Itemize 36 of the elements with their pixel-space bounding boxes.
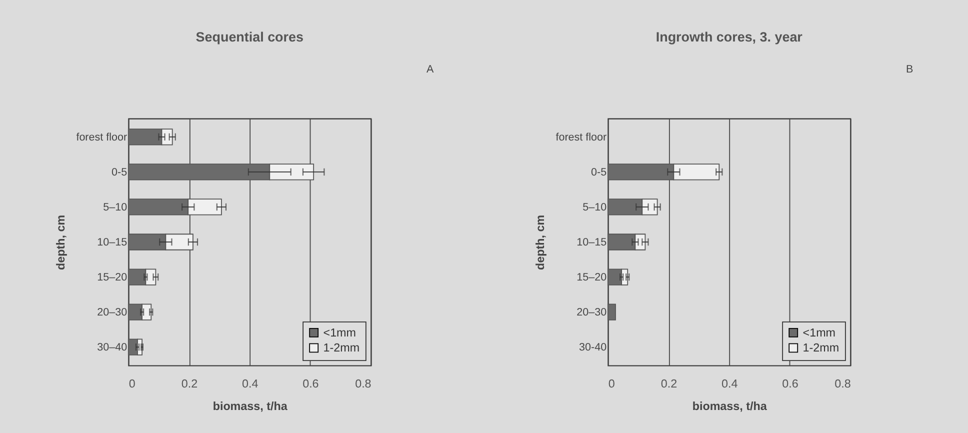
x-tick-label: 0.6 [782,377,798,390]
y-tick-label: 0-5 [591,166,607,179]
y-tick-label: 15–20 [576,272,607,284]
text: B [906,64,914,76]
x-tick-label: 0.6 [302,377,319,390]
legend-label: <1mm [802,326,836,340]
y-tick-label: forest floor [556,132,607,144]
legend-label: <1mm [323,326,356,340]
y-axis-title: depth, cm [54,214,68,270]
legend-label: 1-2mm [802,342,840,355]
x-tick-label: 0 [128,377,136,390]
chart-title: Sequential cores [196,29,304,44]
x-tick-label: 0.4 [721,377,738,390]
y-tick-label: 0-5 [112,166,128,179]
y-tick-label: 30–40 [97,342,128,354]
y-tick-label: 5–10 [103,202,128,214]
chart-title: Ingrowth cores, 3. year [656,29,804,44]
x-tick-label: 0.4 [242,377,259,390]
x-axis-title: biomass, t/ha [212,400,288,413]
x-tick-label: 0 [608,377,616,390]
y-tick-label: 20–30 [576,306,607,319]
legend-label: 1-2mm [323,342,360,355]
x-axis-title: biomass, t/ha [692,400,768,413]
y-tick-label: 15–20 [97,272,128,284]
y-tick-label: forest floor [76,132,128,144]
y-tick-label: 10–15 [576,236,607,249]
x-tick-label: 0.8 [355,377,372,390]
y-tick-label: 5–10 [582,202,607,214]
y-axis-title: depth, cm [534,214,547,270]
y-tick-label: 30-40 [579,342,607,354]
x-tick-label: 0.2 [660,377,678,390]
y-tick-label: 10–15 [97,236,128,249]
y-tick-label: 20–30 [97,306,128,319]
text: A [426,64,435,76]
x-tick-label: 0.2 [181,377,198,390]
x-tick-label: 0.8 [834,377,851,390]
